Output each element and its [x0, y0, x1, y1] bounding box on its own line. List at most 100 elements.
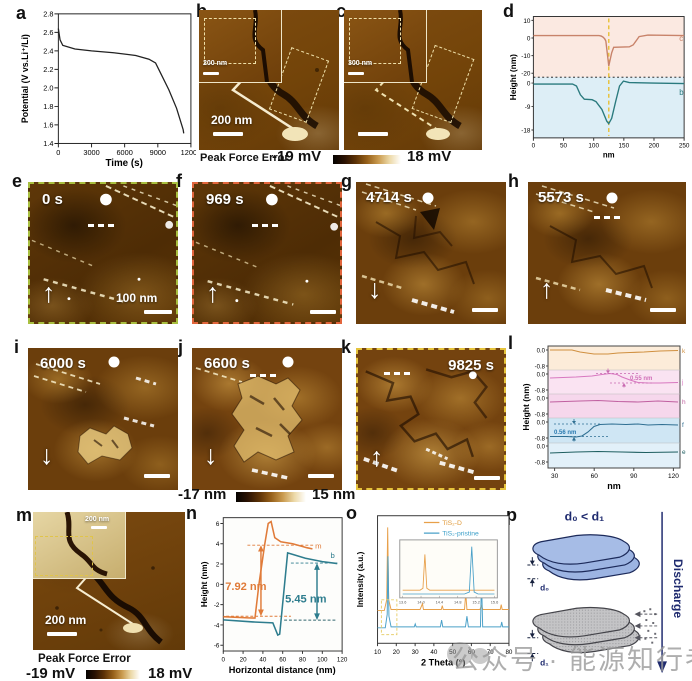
g-scan-direction-arrow-down: ↓: [368, 274, 382, 304]
o-inset-xtick: 14.4: [436, 601, 444, 605]
panel-label-g: g: [341, 171, 352, 191]
panel-f-afm-image: 969 s ↑: [192, 182, 342, 324]
panel-label-i: i: [14, 337, 20, 357]
o-inset-trace-pristine: [402, 546, 495, 595]
n-ylabel: Height (nm): [200, 561, 209, 607]
l-ytick: -0.8: [535, 365, 546, 371]
a-ytick: 2.6: [43, 28, 53, 37]
m-inset-roi-box: [35, 536, 93, 576]
h-scalebar: [650, 308, 676, 312]
l-profile-e: [549, 450, 679, 454]
n-ytick: 6: [216, 521, 220, 528]
l-ytick: -0.8: [535, 389, 546, 395]
h-time-label: 5573 s: [538, 189, 584, 206]
c-inset-crack: [397, 10, 414, 82]
pfe-top-title: Peak Force Error: [200, 152, 289, 164]
panel-label-m: m: [16, 505, 33, 525]
f-time-label: 969 s: [206, 191, 244, 208]
a-xtick: 12000: [181, 148, 196, 157]
panel-d-chart: 10 0 -10 -20 0 -9 -18 0 50 100 150 200 2…: [508, 16, 690, 159]
j-profile-dash-marker: [250, 374, 276, 377]
n-profile-b-curve: [223, 551, 338, 637]
panel-o-chart: 10 20 30 40 50 60 70 80 2 Theta (°) Inte…: [356, 515, 513, 668]
l-tick-marks: [546, 349, 674, 471]
l-ytick: 0.0: [537, 373, 546, 379]
n-curve-label-m: m: [315, 542, 321, 551]
n-ytick: 2: [216, 561, 220, 568]
h-mosaic-decoration: [535, 185, 653, 302]
o-legend-label-d: TiS₂-D: [442, 520, 462, 527]
a-ytick: 1.4: [43, 139, 53, 148]
panel-label-d: d: [503, 1, 514, 21]
d-ytick: -20: [521, 71, 531, 78]
panel-i-afm-image: 6000 s ↓: [28, 348, 178, 490]
f-scan-direction-arrow-up: ↑: [206, 278, 220, 308]
d-xtick: 50: [560, 143, 568, 150]
p-discharge-arrowhead: [657, 661, 667, 674]
e-profile-dash-marker: [88, 224, 114, 227]
j-mosaic-decoration: [195, 356, 303, 480]
panel-label-l: l: [508, 333, 514, 353]
g-dark-pit: [420, 208, 440, 230]
panel-label-j: j: [178, 337, 184, 357]
l-j-step-dashes: [596, 373, 654, 384]
l-curve-label-f: f: [682, 422, 684, 429]
p-d1-spacing-markers: [527, 629, 539, 662]
o-xtick: 40: [430, 649, 437, 656]
b-inset-image: 200 nm: [199, 10, 282, 83]
m-scalebar: [47, 632, 77, 636]
b-scalebar-label: 200 nm: [211, 113, 253, 127]
a-ytick: 2.0: [43, 83, 53, 92]
panel-label-o: o: [346, 503, 357, 523]
p-blue-sheet-stack: [532, 534, 640, 581]
n-tick-marks: [220, 522, 343, 654]
o-inset-xtick: 15.2: [472, 601, 480, 605]
o-inset-xtick: 13.6: [399, 601, 407, 605]
g-scalebar: [472, 308, 498, 312]
pfe-top-max: 18 mV: [407, 148, 452, 165]
pfe-bottom-title: Peak Force Error: [38, 653, 131, 665]
p-li-insertion-arrows: [634, 611, 658, 641]
watermark-circle: [447, 642, 473, 666]
l-xlabel: nm: [607, 481, 621, 491]
n-profile-m-curve: [223, 520, 313, 619]
m-scalebar-label: 200 nm: [45, 613, 87, 627]
b-scalebar: [213, 132, 243, 136]
n-curve-label-b: b: [331, 551, 335, 560]
k-scan-direction-arrow-up: ↑: [370, 442, 384, 472]
n-ytick: -2: [214, 602, 220, 609]
height-mid-max: 15 nm: [312, 486, 356, 503]
k-profile-dash-marker: [384, 372, 410, 375]
h-profile-dash-marker: [594, 216, 620, 219]
m-inset-crack: [64, 512, 108, 577]
l-annotation-blue: 0.56 nm: [554, 430, 576, 436]
height-mid-min: -17 nm: [178, 486, 227, 503]
d-tick-marks: [531, 19, 685, 141]
l-curve-label-h: h: [682, 399, 686, 406]
f-scalebar: [310, 310, 336, 314]
p-d1-label: d₁: [540, 657, 549, 667]
o-peak-roi-dashed-box: [380, 599, 398, 636]
l-xtick: 60: [591, 473, 599, 480]
i-scalebar: [144, 474, 170, 478]
panel-label-e: e: [12, 171, 23, 191]
l-ytick: -0.8: [535, 461, 546, 467]
o-inset-trace-d: [402, 554, 495, 591]
o-inset-xtick: 14.8: [454, 601, 462, 605]
a-ytick: 2.8: [43, 9, 53, 18]
g-mosaic-decoration: [361, 183, 475, 314]
n-xtick: 40: [259, 657, 266, 664]
e-scalebar-label: 100 nm: [116, 291, 158, 305]
a-xlabel: Time (s): [105, 158, 142, 168]
l-profile-f: [550, 423, 679, 438]
n-ytick: -4: [214, 622, 220, 629]
n-xtick: 100: [317, 657, 328, 664]
l-ytick: 0.0: [537, 421, 546, 427]
d-ylabel: Height (nm): [508, 54, 518, 100]
j-scalebar: [308, 474, 334, 478]
c-inset-scalebar: [348, 72, 364, 75]
l-profile-h: [549, 399, 679, 403]
panel-label-a: a: [16, 3, 27, 23]
panel-e-afm-image: 0 s ↑ 100 nm: [28, 182, 178, 324]
n-annotation-orange: 7.92 nm: [225, 581, 266, 593]
